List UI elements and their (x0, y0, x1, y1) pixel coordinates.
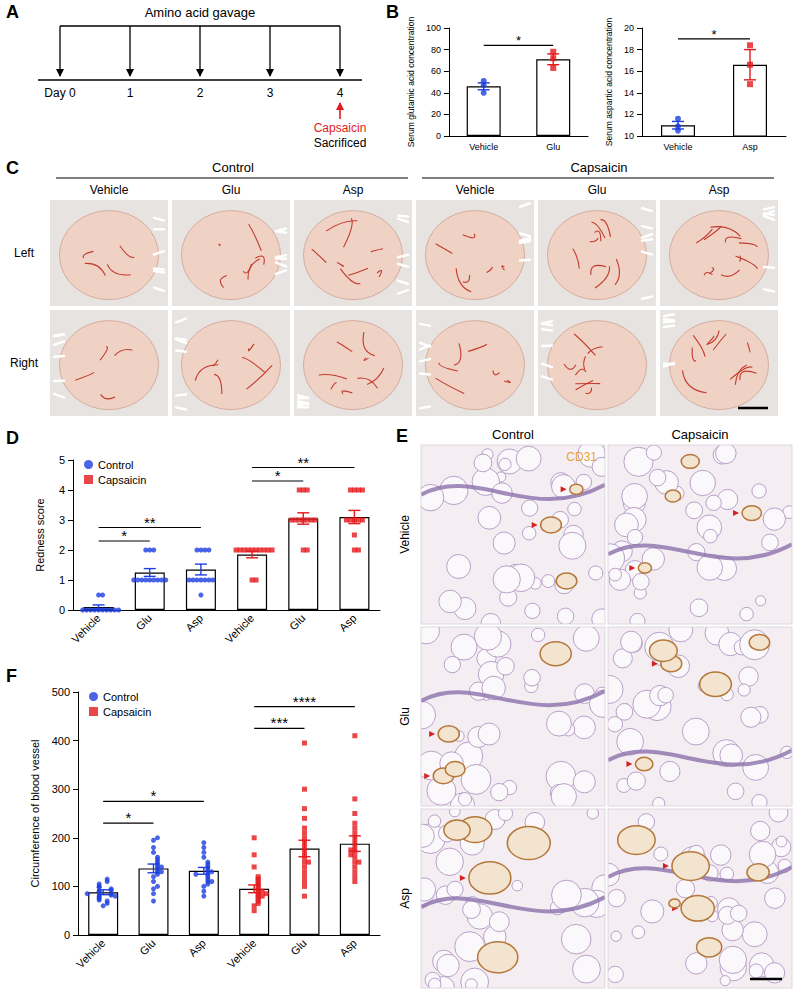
svg-text:*: * (516, 33, 521, 48)
svg-text:*: * (121, 527, 127, 544)
svg-text:20: 20 (431, 109, 441, 119)
svg-text:*: * (711, 27, 716, 42)
svg-text:Glu: Glu (546, 142, 560, 152)
svg-text:Serum glutamic acid concentrat: Serum glutamic acid concentration (406, 17, 416, 148)
svg-text:Control: Control (98, 459, 133, 471)
svg-text:5: 5 (59, 454, 65, 466)
svg-text:0: 0 (64, 929, 70, 941)
svg-text:Asp: Asp (337, 612, 359, 634)
svg-text:Vehicle: Vehicle (469, 142, 498, 152)
html-text:B: B (386, 2, 399, 22)
svg-text:4: 4 (59, 484, 65, 496)
svg-text:Vehicle: Vehicle (225, 937, 259, 971)
svg-text:Control: Control (212, 160, 254, 175)
svg-text:80: 80 (431, 45, 441, 55)
svg-text:2: 2 (59, 544, 65, 556)
svg-text:1: 1 (59, 574, 65, 586)
svg-text:200: 200 (52, 832, 70, 844)
svg-text:0: 0 (59, 604, 65, 616)
svg-text:Right: Right (10, 356, 39, 370)
svg-text:Capsaicin: Capsaicin (671, 427, 728, 442)
svg-text:Vehicle: Vehicle (398, 515, 412, 554)
svg-text:Capsaicin: Capsaicin (314, 121, 367, 135)
svg-text:**: ** (297, 454, 309, 471)
svg-text:***: *** (271, 714, 289, 731)
svg-text:Vehicle: Vehicle (74, 937, 108, 971)
svg-text:1: 1 (127, 86, 134, 100)
svg-text:Vehicle: Vehicle (223, 612, 257, 646)
svg-text:Vehicle: Vehicle (69, 612, 103, 646)
svg-text:0: 0 (436, 131, 441, 141)
svg-text:Vehicle: Vehicle (663, 142, 692, 152)
html-text:D: D (6, 428, 19, 448)
svg-text:Sacrificed: Sacrificed (314, 136, 367, 150)
svg-text:Asp: Asp (343, 183, 364, 197)
svg-text:Glu: Glu (398, 707, 412, 726)
svg-text:20: 20 (624, 23, 634, 33)
svg-text:100: 100 (52, 880, 70, 892)
html-text:E: E (396, 426, 408, 446)
svg-text:Asp: Asp (709, 183, 730, 197)
svg-text:3: 3 (59, 514, 65, 526)
html-text:C: C (6, 158, 19, 178)
svg-text:Control: Control (103, 691, 138, 703)
svg-text:CD31: CD31 (566, 450, 597, 464)
svg-text:Glu: Glu (137, 937, 158, 958)
svg-text:60: 60 (431, 66, 441, 76)
svg-text:*: * (125, 809, 131, 826)
svg-text:Amino acid gavage: Amino acid gavage (145, 5, 256, 20)
svg-text:Vehicle: Vehicle (90, 183, 129, 197)
svg-text:16: 16 (624, 66, 634, 76)
svg-text:Control: Control (492, 427, 534, 442)
svg-text:Asp: Asp (398, 888, 412, 909)
svg-text:2: 2 (197, 86, 204, 100)
svg-text:Capsaicin: Capsaicin (98, 474, 146, 486)
svg-text:Vehicle: Vehicle (456, 183, 495, 197)
svg-text:10: 10 (624, 131, 634, 141)
svg-text:Circumference of blood vessel: Circumference of blood vessel (29, 740, 41, 888)
svg-text:*: * (275, 467, 281, 484)
svg-text:4: 4 (337, 86, 344, 100)
html-text:A: A (6, 2, 19, 22)
svg-text:Glu: Glu (133, 612, 154, 633)
svg-text:Glu: Glu (288, 937, 309, 958)
svg-text:Serum aspartic acid concentrat: Serum aspartic acid concentration (604, 17, 614, 146)
svg-text:100: 100 (426, 23, 441, 33)
svg-text:40: 40 (431, 88, 441, 98)
svg-text:*: * (151, 787, 157, 804)
svg-text:Asp: Asp (186, 937, 208, 959)
svg-text:14: 14 (624, 88, 634, 98)
svg-text:3: 3 (267, 86, 274, 100)
svg-text:18: 18 (624, 45, 634, 55)
svg-text:****: **** (293, 693, 317, 710)
svg-text:Glu: Glu (222, 183, 241, 197)
svg-text:Day 0: Day 0 (44, 86, 76, 100)
svg-text:Glu: Glu (287, 612, 308, 633)
svg-text:Asp: Asp (742, 142, 758, 152)
html-text:F: F (6, 666, 17, 686)
svg-text:Glu: Glu (588, 183, 607, 197)
svg-text:400: 400 (52, 735, 70, 747)
svg-text:Asp: Asp (337, 937, 359, 959)
svg-text:500: 500 (52, 686, 70, 698)
svg-text:300: 300 (52, 783, 70, 795)
svg-text:Capsaicin: Capsaicin (103, 706, 151, 718)
svg-text:Redness score: Redness score (34, 498, 46, 571)
svg-text:12: 12 (624, 109, 634, 119)
svg-text:**: ** (144, 514, 156, 531)
svg-text:Capsaicin: Capsaicin (570, 160, 627, 175)
svg-text:Left: Left (14, 246, 35, 260)
svg-text:Asp: Asp (183, 612, 205, 634)
